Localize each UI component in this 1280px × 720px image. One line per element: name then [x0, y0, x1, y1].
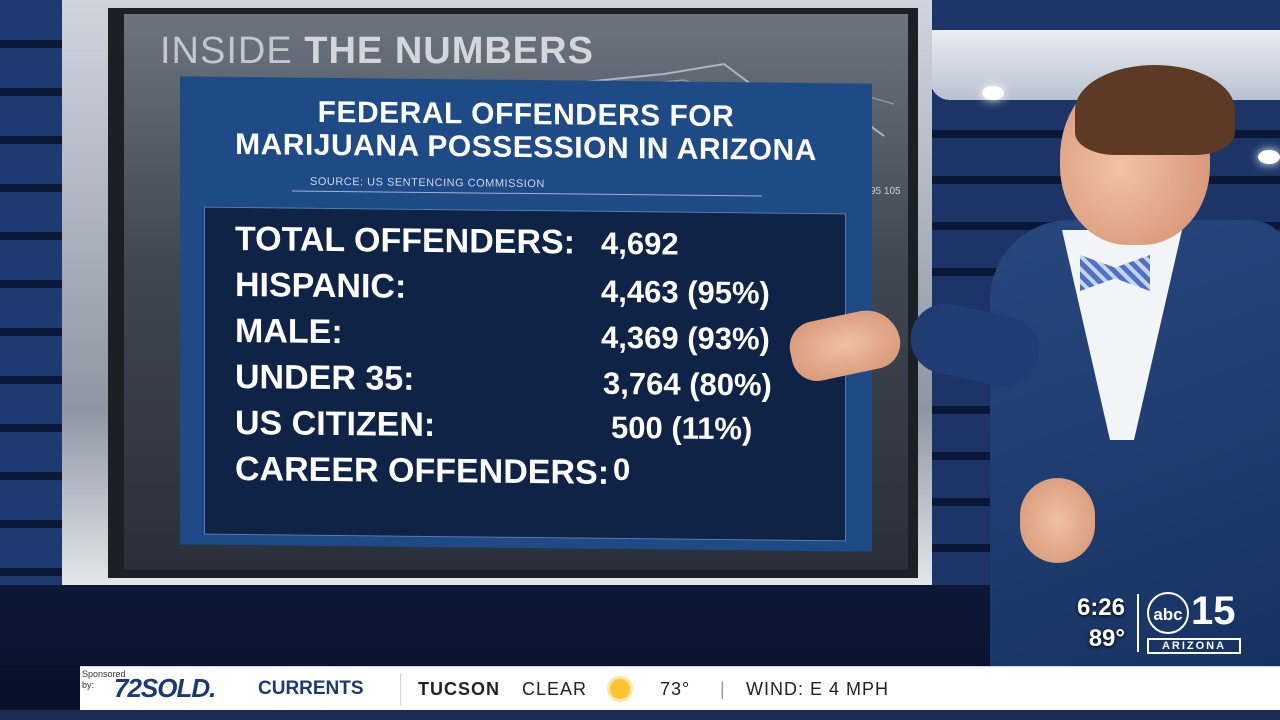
stat-value: 500 (11%) — [611, 409, 753, 447]
segment-header-light: INSIDE — [160, 30, 293, 72]
ticker-segment: CURRENTS — [258, 678, 364, 699]
stat-label: MALE: — [235, 311, 343, 352]
station-logo: abc 15 ARIZONA — [1147, 589, 1241, 654]
region-label: ARIZONA — [1147, 638, 1241, 654]
stat-label: US CITIZEN: — [235, 403, 436, 445]
segment-header: INSIDE THE NUMBERS — [160, 30, 594, 73]
sponsored-label: Sponsored by: — [82, 669, 126, 690]
bottom-bar — [0, 710, 1280, 720]
stat-value: 3,764 (80%) — [603, 365, 772, 403]
time-temp-bug: 6:26 89° — [1055, 592, 1125, 654]
ceiling-light — [1258, 150, 1280, 164]
ticker-wind: WIND: E 4 MPH — [746, 679, 890, 699]
title-rule — [292, 190, 762, 197]
ticker-condition: CLEAR — [522, 679, 588, 699]
anchor-hair — [1075, 65, 1235, 155]
news-anchor — [784, 60, 1280, 670]
stat-label: CAREER OFFENDERS: — [235, 449, 610, 492]
sun-icon — [610, 679, 630, 699]
weather-ticker: Sponsored by: 72SOLD. CURRENTS TUCSON CL… — [80, 666, 1280, 711]
bug-divider — [1137, 594, 1139, 652]
stat-value: 4,369 (93%) — [601, 319, 770, 357]
graphic-title: FEDERAL OFFENDERS FOR MARIJUANA POSSESSI… — [180, 94, 872, 167]
sponsor-logo: 72SOLD. — [114, 673, 216, 703]
background-ticks: 95 105 — [870, 186, 901, 197]
stat-value: 4,692 — [601, 225, 679, 262]
stat-value: 4,463 (95%) — [601, 273, 770, 311]
stat-label: HISPANIC: — [235, 265, 407, 306]
stat-label: UNDER 35: — [235, 357, 415, 398]
abc-logo-icon: abc — [1147, 592, 1189, 634]
temperature-display: 89° — [1088, 625, 1125, 652]
ticker-divider — [400, 673, 401, 705]
channel-number: 15 — [1191, 589, 1236, 633]
ticker-city: TUCSON — [418, 679, 500, 699]
ticker-temperature: 73° — [660, 679, 691, 699]
segment-header-bold: THE NUMBERS — [304, 30, 594, 72]
time-display: 6:26 — [1076, 594, 1125, 621]
stats-panel: TOTAL OFFENDERS: 4,692 HISPANIC: 4,463 (… — [204, 206, 846, 542]
graphic-title-line2: MARIJUANA POSSESSION IN ARIZONA — [235, 127, 817, 168]
ceiling-light — [982, 86, 1004, 100]
graphic-card: FEDERAL OFFENDERS FOR MARIJUANA POSSESSI… — [180, 76, 872, 552]
ticker-separator: | — [720, 679, 726, 699]
stat-label: TOTAL OFFENDERS: — [235, 219, 575, 262]
stat-value: 0 — [613, 451, 631, 488]
source-label: SOURCE: US SENTENCING COMMISSION — [310, 175, 545, 191]
anchor-hand — [1020, 478, 1095, 563]
